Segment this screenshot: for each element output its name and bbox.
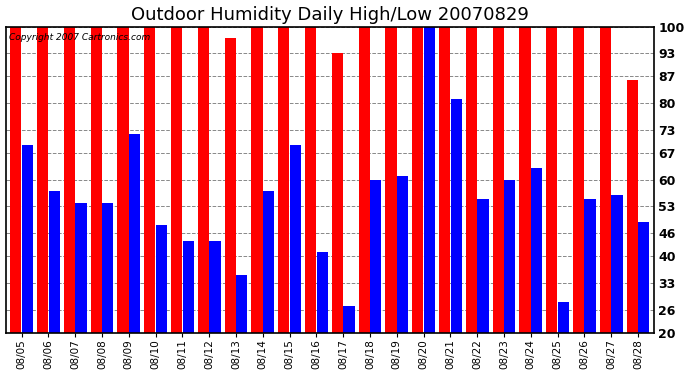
Bar	[75, 202, 87, 333]
Bar	[477, 199, 489, 333]
Bar	[370, 180, 382, 333]
Bar	[10, 27, 21, 333]
Bar	[412, 27, 424, 333]
Text: Copyright 2007 Cartronics.com: Copyright 2007 Cartronics.com	[9, 33, 150, 42]
Bar	[317, 252, 328, 333]
Bar	[359, 27, 370, 333]
Bar	[183, 241, 194, 333]
Bar	[156, 225, 167, 333]
Bar	[424, 27, 435, 333]
Bar	[638, 222, 649, 333]
Bar	[584, 199, 595, 333]
Bar	[144, 27, 155, 333]
Bar	[573, 27, 584, 333]
Bar	[198, 27, 209, 333]
Bar	[48, 191, 60, 333]
Bar	[64, 27, 75, 333]
Bar	[344, 306, 355, 333]
Bar	[439, 27, 451, 333]
Bar	[90, 27, 102, 333]
Title: Outdoor Humidity Daily High/Low 20070829: Outdoor Humidity Daily High/Low 20070829	[131, 6, 529, 24]
Bar	[611, 195, 622, 333]
Bar	[520, 27, 531, 333]
Bar	[290, 145, 301, 333]
Bar	[225, 38, 236, 333]
Bar	[171, 27, 182, 333]
Bar	[451, 99, 462, 333]
Bar	[531, 168, 542, 333]
Bar	[493, 27, 504, 333]
Bar	[102, 202, 113, 333]
Bar	[397, 176, 408, 333]
Bar	[22, 145, 33, 333]
Bar	[278, 27, 290, 333]
Bar	[386, 27, 397, 333]
Bar	[37, 27, 48, 333]
Bar	[504, 180, 515, 333]
Bar	[600, 27, 611, 333]
Bar	[209, 241, 221, 333]
Bar	[117, 27, 128, 333]
Bar	[129, 134, 140, 333]
Bar	[546, 27, 558, 333]
Bar	[305, 27, 316, 333]
Bar	[558, 302, 569, 333]
Bar	[466, 27, 477, 333]
Bar	[627, 80, 638, 333]
Bar	[263, 191, 274, 333]
Bar	[236, 275, 248, 333]
Bar	[332, 53, 343, 333]
Bar	[251, 27, 263, 333]
